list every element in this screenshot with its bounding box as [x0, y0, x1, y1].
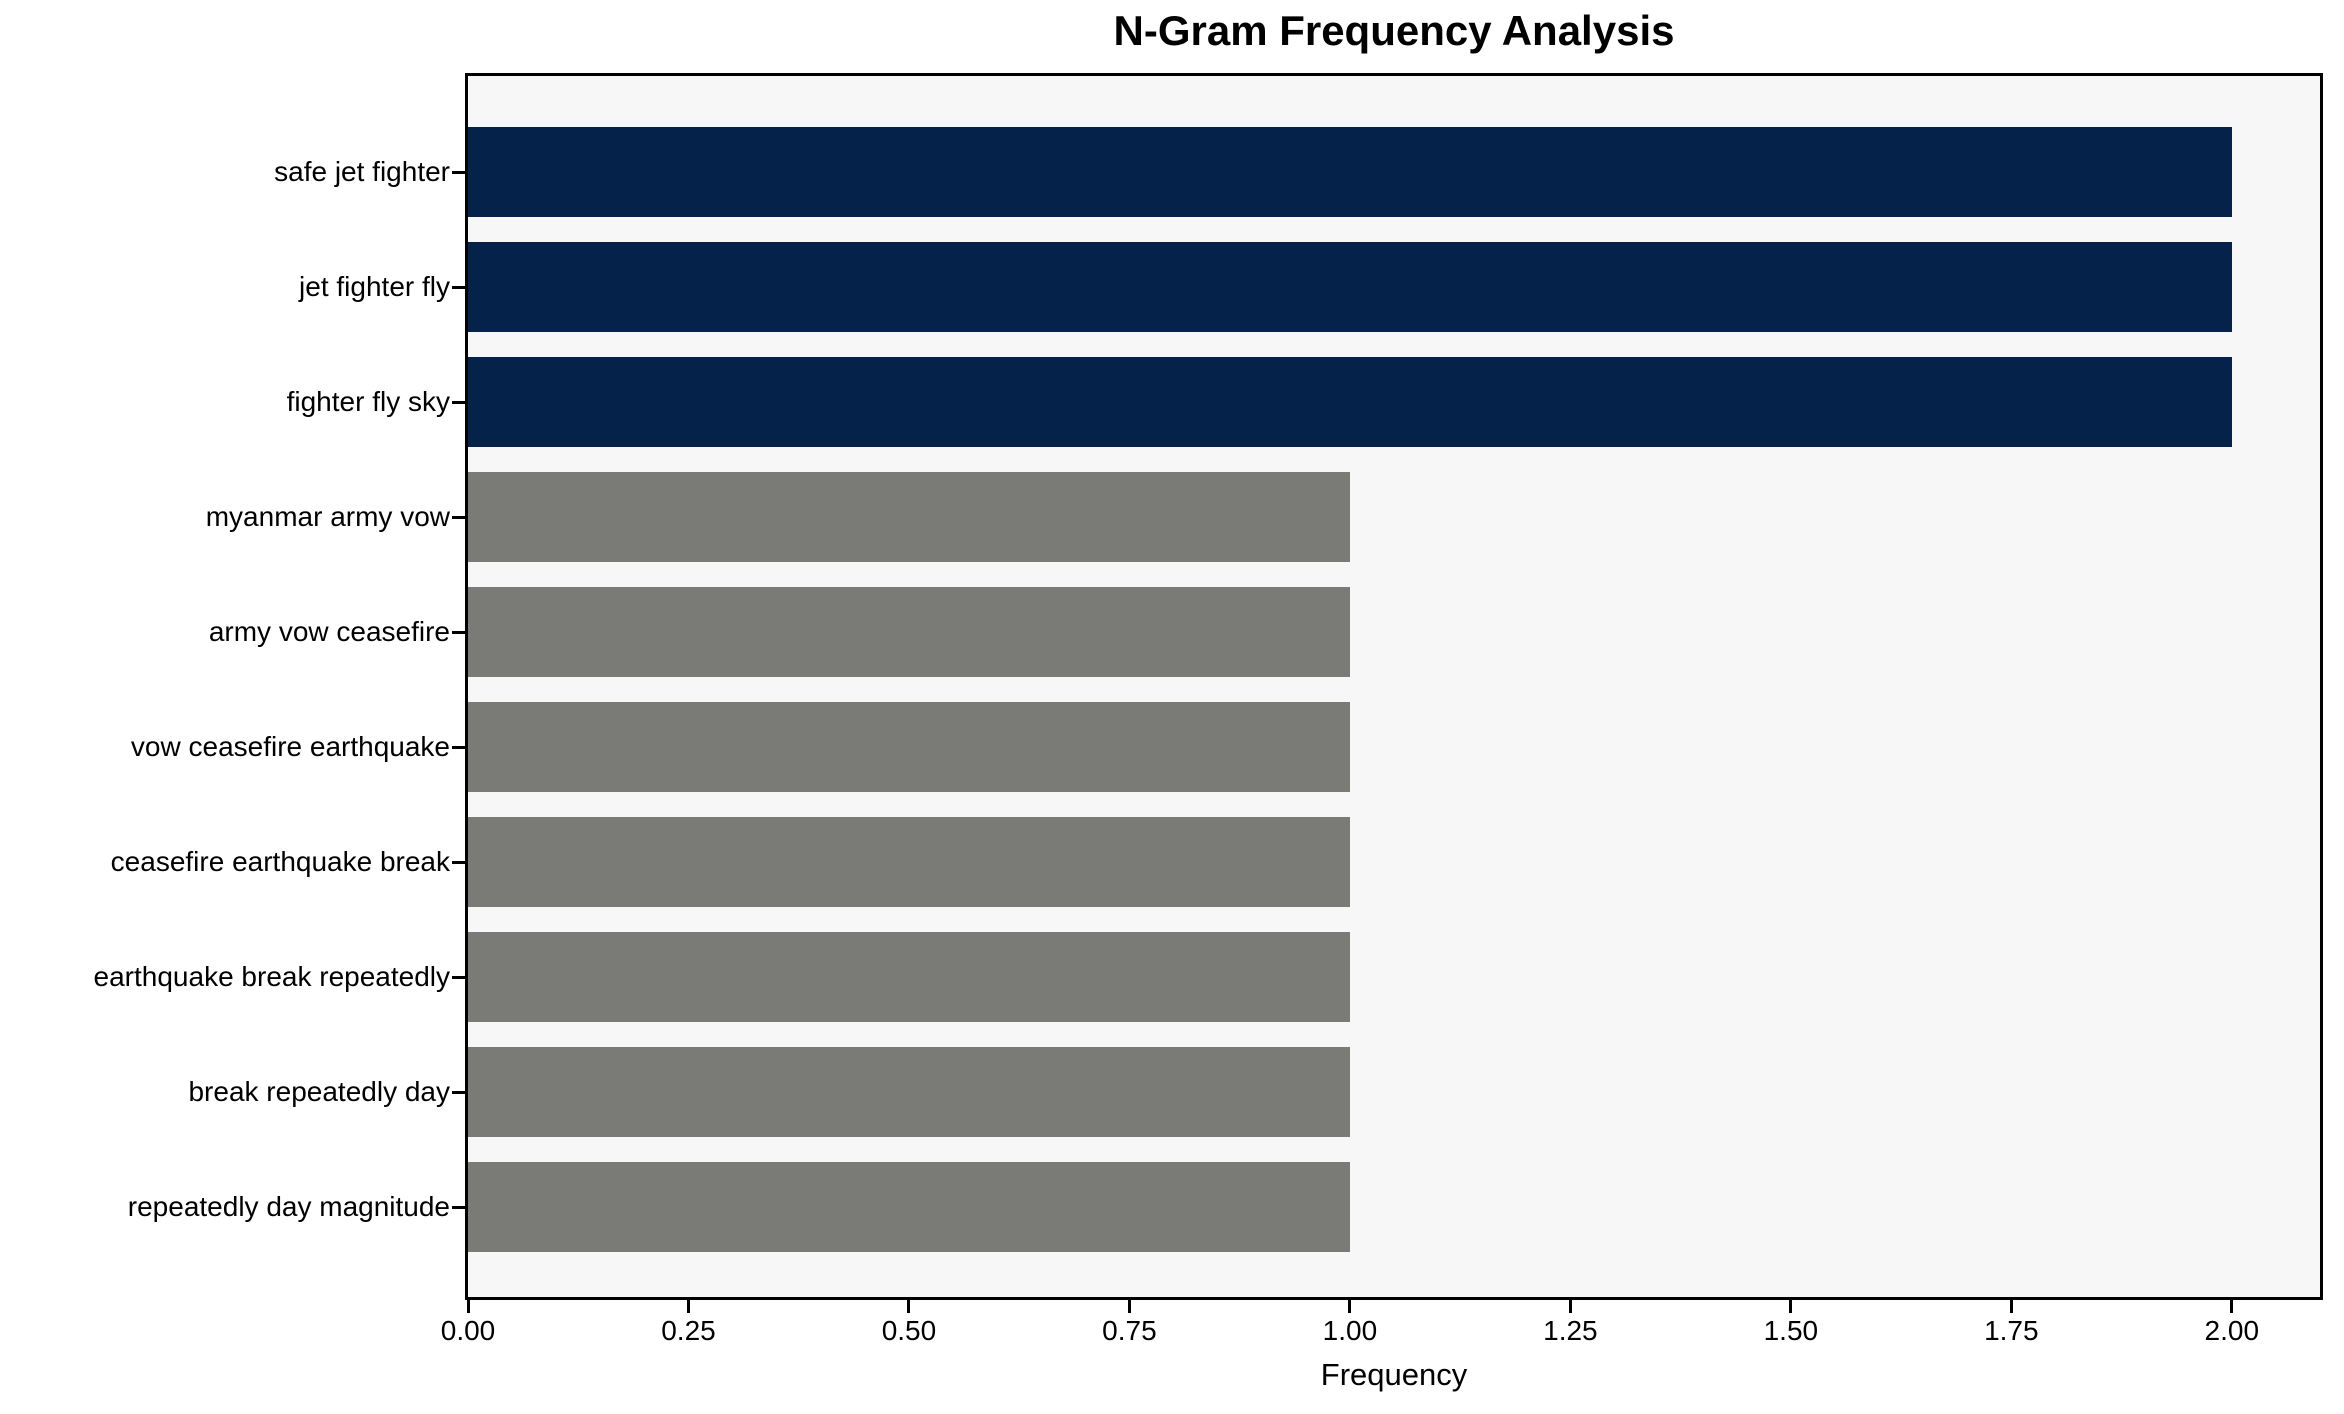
- x-tick-label: 1.75: [1984, 1315, 2039, 1346]
- x-tick-mark: [2009, 1300, 2013, 1313]
- bar: [468, 242, 2232, 332]
- bar: [468, 817, 1350, 907]
- x-tick-mark: [907, 1300, 911, 1313]
- x-tick-mark: [466, 1300, 470, 1313]
- y-tick-mark: [452, 745, 465, 749]
- x-tick-mark: [1789, 1300, 1793, 1313]
- bars-layer: [468, 76, 2320, 1297]
- y-axis-label: safe jet fighter: [274, 156, 450, 187]
- x-tick-label: 1.25: [1543, 1315, 1598, 1346]
- y-tick-mark: [452, 860, 465, 864]
- x-tick-label: 0.25: [661, 1315, 716, 1346]
- y-axis-label: earthquake break repeatedly: [93, 961, 450, 992]
- x-axis-title: Frequency: [1320, 1357, 1468, 1392]
- y-axis-label: fighter fly sky: [286, 386, 450, 417]
- bar: [468, 932, 1350, 1022]
- chart-title: N-Gram Frequency Analysis: [1113, 7, 1675, 54]
- bar: [468, 472, 1350, 562]
- y-axis-label: army vow ceasefire: [208, 616, 450, 647]
- x-tick-label: 1.00: [1322, 1315, 1378, 1346]
- y-axis-label: jet fighter fly: [299, 271, 450, 302]
- y-tick-mark: [452, 975, 465, 979]
- x-tick-label: 0.00: [440, 1315, 496, 1346]
- x-tick-mark: [686, 1300, 690, 1313]
- bar: [468, 1047, 1350, 1137]
- x-tick-label: 0.75: [1102, 1315, 1157, 1346]
- bar: [468, 702, 1350, 792]
- y-tick-mark: [452, 1205, 465, 1209]
- y-axis-label: repeatedly day magnitude: [127, 1191, 450, 1222]
- y-tick-mark: [452, 1090, 465, 1094]
- x-tick-mark: [2230, 1300, 2234, 1313]
- x-tick-label: 1.50: [1763, 1315, 1819, 1346]
- y-tick-mark: [452, 630, 465, 634]
- x-tick-label: 0.50: [881, 1315, 937, 1346]
- y-axis-label: myanmar army vow: [205, 501, 450, 532]
- y-axis-label: ceasefire earthquake break: [110, 846, 450, 877]
- y-tick-mark: [452, 515, 465, 519]
- y-axis-label: vow ceasefire earthquake: [130, 731, 450, 762]
- y-tick-mark: [452, 400, 465, 404]
- y-axis-label: break repeatedly day: [188, 1076, 450, 1107]
- x-tick-mark: [1568, 1300, 1572, 1313]
- bar: [468, 1162, 1350, 1252]
- y-tick-mark: [452, 285, 465, 289]
- plot-area: [465, 73, 2323, 1300]
- y-tick-mark: [452, 170, 465, 174]
- x-tick-label: 2.00: [2204, 1315, 2260, 1346]
- bar: [468, 357, 2232, 447]
- x-tick-mark: [1127, 1300, 1131, 1313]
- x-tick-mark: [1348, 1300, 1352, 1313]
- bar: [468, 127, 2232, 217]
- bar: [468, 587, 1350, 677]
